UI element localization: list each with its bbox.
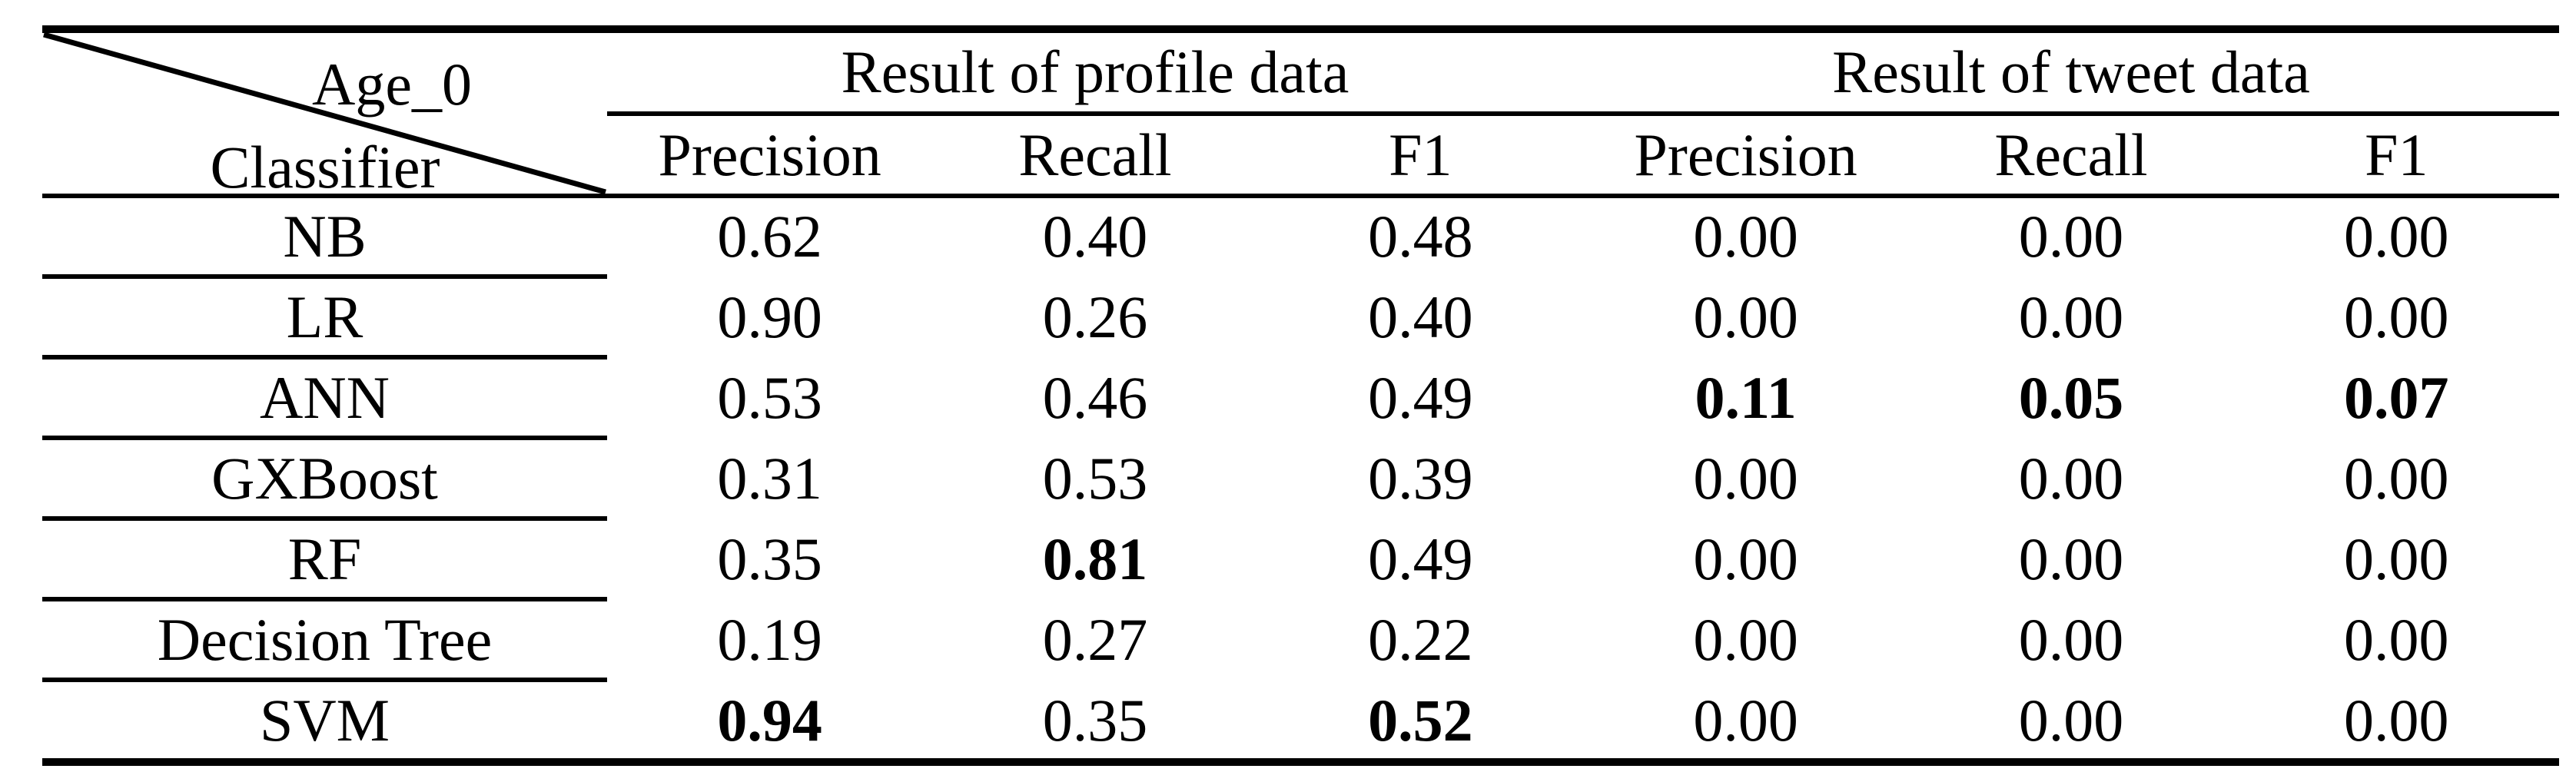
cell-value: 0.00 <box>2018 525 2124 592</box>
cell-value: 0.00 <box>1693 283 1798 350</box>
row-separator <box>42 516 607 521</box>
row-separator <box>42 355 607 360</box>
table-row: GXBoost 0.31 0.53 0.39 0.00 0.00 0.00 <box>42 440 2559 516</box>
table-row: ANN 0.53 0.46 0.49 0.11 0.05 0.07 <box>42 360 2559 436</box>
cell-value: 0.35 <box>717 525 822 592</box>
row-label: GXBoost <box>211 444 438 512</box>
cell-value: 0.90 <box>717 283 822 350</box>
cell-value: 0.00 <box>2344 525 2449 592</box>
table-row: LR 0.90 0.26 0.40 0.00 0.00 0.00 <box>42 279 2559 355</box>
cell-value: 0.05 <box>2018 363 2124 431</box>
results-table: Age_0 Classifier Result of profile data … <box>42 25 2559 766</box>
corner-label-age: Age_0 <box>312 51 472 118</box>
row-label: RF <box>287 525 362 592</box>
cell-value: 0.00 <box>2018 283 2124 350</box>
cell-value: 0.27 <box>1042 605 1148 673</box>
cell-value: 0.35 <box>1042 686 1148 754</box>
diagonal-divider-line <box>43 33 606 194</box>
table-row: RF 0.35 0.81 0.49 0.00 0.00 0.00 <box>42 521 2559 597</box>
cell-value: 0.00 <box>2018 444 2124 512</box>
cell-value: 0.94 <box>717 686 822 754</box>
table-header: Age_0 Classifier Result of profile data … <box>42 33 2559 200</box>
column-header-tweet-recall: Recall <box>1994 121 2148 188</box>
cell-value: 0.40 <box>1368 283 1473 350</box>
row-label: ANN <box>260 363 390 431</box>
column-header-profile-precision: Precision <box>658 121 881 188</box>
cell-value: 0.81 <box>1042 525 1148 592</box>
cell-value: 0.11 <box>1695 363 1797 431</box>
column-header-row: Precision Recall F1 Precision Recall F1 <box>607 116 2559 194</box>
column-header-tweet-f1: F1 <box>2365 121 2428 188</box>
cell-value: 0.26 <box>1042 283 1148 350</box>
column-header-profile-f1: F1 <box>1389 121 1452 188</box>
cell-value: 0.00 <box>2344 686 2449 754</box>
cell-value: 0.49 <box>1368 363 1473 431</box>
corner-label-classifier: Classifier <box>210 134 440 200</box>
table-row: SVM 0.94 0.35 0.52 0.00 0.00 0.00 <box>42 682 2559 758</box>
cell-value: 0.46 <box>1042 363 1148 431</box>
cell-value: 0.00 <box>2344 444 2449 512</box>
cell-value: 0.00 <box>2344 605 2449 673</box>
table-row: NB 0.62 0.40 0.48 0.00 0.00 0.00 <box>42 198 2559 274</box>
cell-value: 0.00 <box>1693 686 1798 754</box>
cell-value: 0.00 <box>1693 444 1798 512</box>
table-border-bottom <box>42 758 2559 766</box>
cell-value: 0.31 <box>717 444 822 512</box>
cell-value: 0.00 <box>1693 525 1798 592</box>
cell-value: 0.00 <box>2018 686 2124 754</box>
cell-value: 0.22 <box>1368 605 1473 673</box>
row-label: NB <box>283 202 367 270</box>
row-separator <box>42 678 607 682</box>
row-separator <box>42 597 607 601</box>
cell-value: 0.00 <box>2018 202 2124 270</box>
column-group-underline <box>607 111 2559 116</box>
cell-value: 0.53 <box>1042 444 1148 512</box>
column-group-row: Result of profile data Result of tweet d… <box>607 33 2559 111</box>
cell-value: 0.48 <box>1368 202 1473 270</box>
row-label: LR <box>286 283 363 350</box>
row-label: Decision Tree <box>157 605 493 673</box>
header-bottom-rule <box>42 194 2559 198</box>
cell-value: 0.00 <box>2018 605 2124 673</box>
cell-value: 0.53 <box>717 363 822 431</box>
cell-value: 0.19 <box>717 605 822 673</box>
cell-value: 0.40 <box>1042 202 1148 270</box>
cell-value: 0.39 <box>1368 444 1473 512</box>
column-group-profile: Result of profile data <box>841 38 1349 105</box>
cell-value: 0.00 <box>1693 605 1798 673</box>
cell-value: 0.07 <box>2344 363 2449 431</box>
column-header-tweet-precision: Precision <box>1634 121 1857 188</box>
cell-value: 0.00 <box>2344 202 2449 270</box>
row-label: SVM <box>259 686 390 754</box>
cell-value: 0.00 <box>1693 202 1798 270</box>
cell-value: 0.00 <box>2344 283 2449 350</box>
table-border-top <box>42 25 2559 33</box>
table-row: Decision Tree 0.19 0.27 0.22 0.00 0.00 0… <box>42 601 2559 678</box>
column-group-tweet: Result of tweet data <box>1832 38 2310 105</box>
row-separator <box>42 274 607 279</box>
row-separator <box>42 436 607 440</box>
column-header-profile-recall: Recall <box>1018 121 1172 188</box>
cell-value: 0.49 <box>1368 525 1473 592</box>
cell-value: 0.62 <box>717 202 822 270</box>
cell-value: 0.52 <box>1368 686 1473 754</box>
